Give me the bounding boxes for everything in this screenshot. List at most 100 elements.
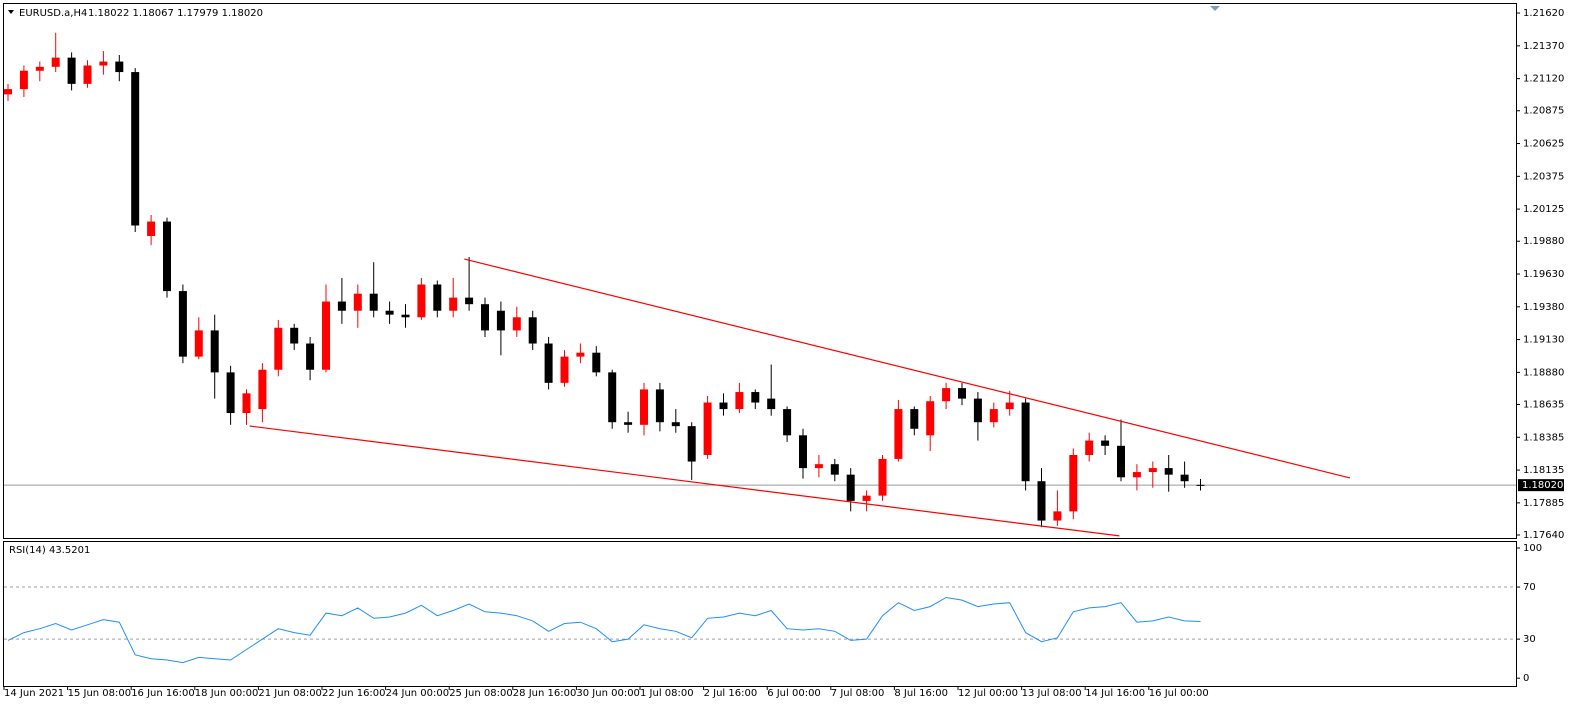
candle-body (719, 402, 728, 410)
candle-body (528, 317, 537, 344)
candle-body (735, 392, 744, 410)
candle-body (353, 293, 362, 311)
y-tick-label: 1.18880 (1523, 367, 1564, 378)
candle-body (417, 284, 426, 318)
y-tick-label: 1.20875 (1523, 106, 1564, 117)
candle-body (560, 356, 569, 383)
candle-body (481, 304, 489, 331)
candle-body (274, 327, 283, 370)
y-tick-label: 1.17885 (1523, 498, 1564, 509)
candle-body (210, 330, 219, 373)
candle-body (465, 297, 474, 305)
y-tick-label: 1.19630 (1523, 269, 1564, 280)
y-tick-label: 1.18385 (1523, 432, 1564, 443)
chart-title: EURUSD.a,H4 (19, 8, 87, 19)
price-label-box (1518, 479, 1564, 492)
candle-body (671, 422, 680, 427)
candle-body (449, 297, 458, 311)
candle-body (337, 301, 346, 311)
candle-body (799, 435, 807, 469)
candle-body (862, 495, 871, 501)
x-tick-label: 22 Jun 16:00 (322, 688, 386, 699)
candle-body (512, 317, 521, 331)
x-tick-label: 2 Jul 16:00 (704, 688, 758, 699)
y-tick-label: 0 (1523, 673, 1529, 684)
y-tick-label: 1.21120 (1523, 74, 1564, 85)
candle-body (1021, 402, 1030, 482)
candle-body (99, 61, 108, 66)
x-tick-label: 24 Jun 00:00 (386, 688, 450, 699)
candle-body (115, 61, 124, 73)
candle-body (1053, 511, 1062, 521)
y-tick-label: 1.20375 (1523, 171, 1564, 182)
x-tick-label: 16 Jul 00:00 (1149, 688, 1209, 699)
candle-body (1069, 454, 1078, 512)
candle-body (1148, 468, 1157, 473)
candle-body (894, 409, 903, 459)
candle-body (846, 474, 855, 501)
candle-body (369, 293, 378, 311)
candle-body (989, 409, 998, 423)
y-tick-label: 1.18135 (1523, 465, 1564, 476)
candle-body (783, 409, 792, 436)
candle-body (385, 310, 394, 315)
y-tick-label: 70 (1523, 582, 1536, 593)
x-tick-label: 18 Jun 00:00 (195, 688, 259, 699)
candle-body (1005, 402, 1014, 410)
candle-body (703, 402, 712, 455)
y-tick-label: 1.20625 (1523, 139, 1564, 150)
trendline (249, 425, 1120, 537)
trendline (464, 258, 1351, 479)
main-panel (3, 3, 1517, 539)
x-tick-label: 30 Jun 00:00 (576, 688, 640, 699)
candle-body (958, 388, 966, 399)
candle-body (19, 70, 28, 90)
candle-body (751, 392, 760, 403)
x-tick-label: 13 Jul 08:00 (1022, 688, 1082, 699)
candle-body (926, 401, 935, 436)
price-label: 1.18020 (1522, 480, 1563, 491)
candle-body (1180, 474, 1189, 482)
x-tick-label: 6 Jul 00:00 (767, 688, 821, 699)
candle-body (910, 409, 919, 429)
y-tick-label: 100 (1523, 543, 1542, 554)
rsi-title: RSI(14) 43.5201 (9, 545, 90, 556)
candle-body (878, 458, 887, 496)
candle-body (242, 393, 251, 414)
x-tick-label: 8 Jul 16:00 (894, 688, 948, 699)
candle-body (35, 66, 44, 71)
x-tick-label: 25 Jun 08:00 (449, 688, 513, 699)
y-tick-label: 30 (1523, 634, 1536, 645)
y-tick-label: 1.18635 (1523, 400, 1564, 411)
y-tick-label: 1.19130 (1523, 335, 1564, 346)
x-tick-label: 7 Jul 08:00 (831, 688, 885, 699)
candle-body (830, 464, 839, 475)
candle-body (544, 343, 553, 383)
candle-body (1101, 440, 1110, 446)
menu-arrow (8, 10, 14, 14)
candle-body (433, 284, 442, 311)
candle-body (178, 291, 187, 357)
candle-body (163, 221, 171, 292)
x-tick-label: 21 Jun 08:00 (258, 688, 322, 699)
x-tick-label: 16 Jun 16:00 (131, 688, 195, 699)
candle-body (290, 327, 299, 344)
candle-body (767, 398, 776, 410)
shift-marker (1210, 6, 1220, 11)
candle-body (131, 72, 140, 226)
y-tick-label: 1.19380 (1523, 302, 1564, 313)
candle-body (1132, 472, 1141, 478)
candle-body (942, 388, 951, 402)
y-tick-label: 1.20125 (1523, 204, 1564, 215)
x-tick-label: 15 Jun 08:00 (68, 688, 132, 699)
candle-body (1164, 468, 1173, 475)
candle-body (640, 389, 648, 425)
candle-body (83, 65, 92, 84)
candle-body (624, 422, 633, 425)
candle-body (322, 301, 330, 370)
candle-body (194, 330, 203, 357)
candle-body (973, 398, 982, 423)
candle-body (496, 310, 505, 331)
candle-body (655, 389, 664, 423)
